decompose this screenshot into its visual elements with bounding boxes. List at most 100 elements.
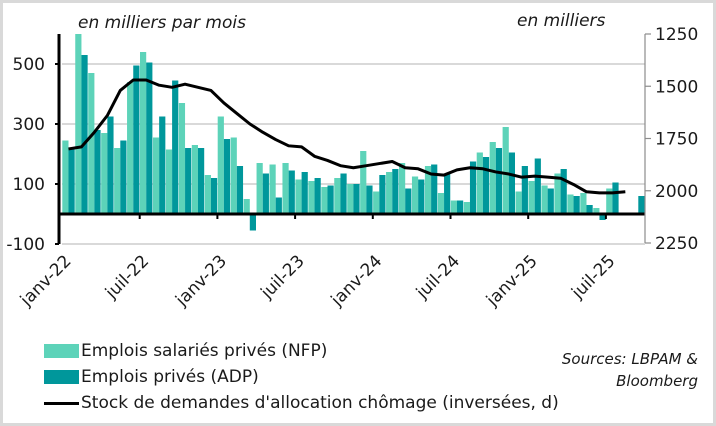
left-tick-label: 100 [13,175,45,195]
bar-adp [133,65,140,214]
bar-nfp [308,181,315,214]
x-tick-label: juil-24 [412,251,464,303]
bar-nfp [593,208,600,214]
bar-adp [223,139,231,214]
bar-nfp [334,178,341,214]
bar-nfp [528,181,535,214]
bar-adp [599,214,606,220]
bar-adp [81,55,88,214]
bar-adp [521,166,528,214]
x-tick-label: juil-22 [101,251,153,303]
bar-adp [146,62,153,214]
bar-adp [198,148,205,214]
bar-adp [68,148,75,214]
bar-nfp [515,191,522,214]
right-tick-label: 1750 [655,130,698,150]
bar-adp [612,182,619,214]
bar-adp [573,196,580,214]
bar-nfp [217,116,224,214]
bar-nfp [463,202,470,214]
bar-nfp [204,175,211,214]
bar-adp [457,200,464,214]
bar-adp [107,116,114,214]
bar-adp [508,152,515,214]
bar-nfp [347,184,354,214]
bar-adp [327,185,334,214]
claims-line-group [68,78,626,195]
left-tick-label: 500 [13,55,45,75]
bar-nfp [152,137,160,214]
legend-item-claims: Stock de demandes d'allocation chômage (… [44,390,559,416]
bar-adp [353,184,360,214]
bar-adp [392,169,399,214]
x-tick-label: juil-23 [257,251,309,303]
bar-adp [560,169,567,214]
bar-nfp [114,148,121,214]
bar-nfp [295,179,302,214]
bar-adp [340,173,347,214]
right-tick-label: 1500 [655,77,698,97]
claims-line [68,78,626,195]
bar-nfp [101,133,108,214]
bar-nfp [75,34,82,214]
bar-adp [405,188,412,214]
left-tick-label: -100 [6,235,45,255]
legend-item-nfp: Emplois salariés privés (NFP) [44,338,559,364]
bar-nfp [62,140,69,214]
legend-swatch-claims [44,401,79,405]
bar-adp [586,205,593,214]
bar-adp [444,173,451,214]
bar-adp [301,172,308,214]
bar-nfp [424,166,432,214]
bar-nfp [399,163,406,214]
legend: Emplois salariés privés (NFP) Emplois pr… [44,338,559,416]
bar-adp [275,197,282,214]
bar-nfp [373,191,380,214]
bar-nfp [165,149,173,214]
bar-adp [236,166,244,214]
bar-adp [431,164,438,214]
bar-nfp [606,188,613,214]
right-axis-unit: en milliers [517,11,606,31]
bar-adp [366,185,373,214]
bar-nfp [502,127,509,214]
bar-adp [314,178,321,214]
bar-adp [495,148,503,214]
bar-nfp [489,142,496,214]
bar-nfp [282,163,289,214]
bar-adp [172,80,179,214]
bar-nfp [437,193,445,214]
sources-line-1: Sources: LBPAM & [561,350,698,368]
legend-item-adp: Emplois privés (ADP) [44,364,559,390]
bar-adp [469,161,477,214]
legend-swatch-adp [44,370,79,384]
right-tick-label: 2250 [655,234,698,254]
left-axis-unit: en milliers par mois [78,13,246,33]
bar-nfp [191,145,198,214]
bar-adp [94,130,101,214]
bar-nfp [567,194,574,214]
bar-nfp [476,152,483,214]
legend-swatch-nfp [44,344,79,358]
bar-nfp [140,52,147,214]
left-tick-label: 300 [13,115,45,135]
bar-adp [262,173,269,214]
bar-nfp [256,163,263,214]
bar-nfp [321,187,328,214]
right-tick-label: 2000 [655,182,698,202]
bar-nfp [88,73,95,214]
bar-nfp [386,172,393,214]
bar-nfp [178,103,186,214]
bar-adp [418,179,425,214]
bar-adp [210,178,218,214]
x-tick-label: janv-23 [171,251,231,311]
bar-adp [249,214,256,231]
bar-adp [547,188,554,214]
x-tick-label: janv-24 [327,251,387,311]
bar-adp [638,196,645,214]
bar-nfp [541,185,548,214]
right-tick-label: 1250 [655,25,698,45]
legend-label-nfp: Emplois salariés privés (NFP) [81,341,328,361]
legend-label-claims: Stock de demandes d'allocation chômage (… [81,393,559,413]
